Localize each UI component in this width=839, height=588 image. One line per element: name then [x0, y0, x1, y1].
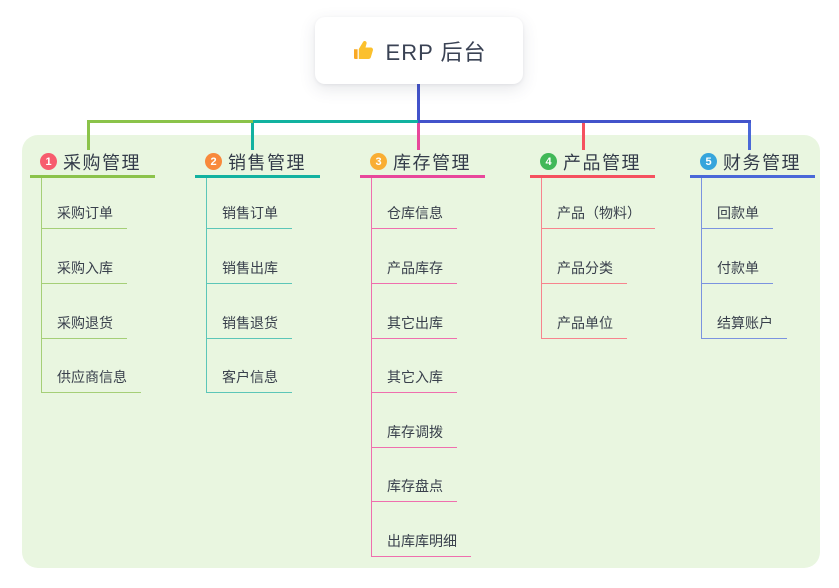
- tree-node-label: 出库库明细: [372, 531, 471, 557]
- tree-node[interactable]: 回款单: [702, 178, 815, 230]
- tree-node[interactable]: 采购入库: [42, 229, 155, 284]
- branch-inventory: 3 库存管理 仓库信息 产品库存 其它出库 其它入库 库存调拨 库存盘点 出库库…: [360, 148, 485, 557]
- tree-node[interactable]: 出库库明细: [372, 502, 485, 557]
- connector-root-stub: [416, 84, 420, 121]
- branch-title-product[interactable]: 4 产品管理: [530, 148, 655, 178]
- tree-node[interactable]: 库存盘点: [372, 448, 485, 503]
- branch-number-badge: 3: [370, 153, 387, 170]
- branch-title-label: 采购管理: [63, 152, 141, 173]
- tree-node-label: 付款单: [702, 258, 773, 284]
- branch-subtree: 采购订单 采购入库 采购退货 供应商信息: [41, 178, 155, 394]
- tree-node[interactable]: 采购订单: [42, 178, 155, 230]
- branch-purchase: 1 采购管理 采购订单 采购入库 采购退货 供应商信息: [30, 148, 155, 394]
- branch-number-badge: 5: [700, 153, 717, 170]
- branch-title-label: 销售管理: [228, 152, 306, 173]
- connector-bar-mid: [252, 120, 418, 123]
- tree-node-label: 产品（物料）: [542, 203, 655, 230]
- branch-number-badge: 1: [40, 153, 57, 170]
- branch-product: 4 产品管理 产品（物料） 产品分类 产品单位: [530, 148, 655, 339]
- branch-title-finance[interactable]: 5 财务管理: [690, 148, 815, 178]
- branch-subtree: 回款单 付款单 结算账户: [701, 178, 815, 339]
- branch-title-label: 库存管理: [393, 152, 471, 173]
- branch-title-label: 产品管理: [563, 152, 641, 173]
- branch-subtree: 产品（物料） 产品分类 产品单位: [541, 178, 655, 339]
- tree-node[interactable]: 库存调拨: [372, 393, 485, 448]
- branch-finance: 5 财务管理 回款单 付款单 结算账户: [690, 148, 815, 339]
- tree-node-label: 其它出库: [372, 313, 457, 339]
- branches-panel: [22, 135, 820, 568]
- tree-node-label: 库存调拨: [372, 422, 457, 448]
- tree-node-label: 销售订单: [207, 203, 292, 230]
- tree-node-label: 供应商信息: [42, 367, 141, 394]
- tree-node[interactable]: 销售订单: [207, 178, 320, 230]
- tree-node-label: 销售退货: [207, 313, 292, 339]
- tree-node-label: 销售出库: [207, 258, 292, 284]
- branch-title-label: 财务管理: [723, 152, 801, 173]
- tree-node-label: 库存盘点: [372, 476, 457, 503]
- tree-node-label: 产品单位: [542, 313, 627, 339]
- tree-node-label: 产品分类: [542, 258, 627, 284]
- connector-bar-right: [418, 120, 751, 123]
- tree-node[interactable]: 产品（物料）: [542, 178, 655, 230]
- thumbs-up-icon: [353, 40, 373, 59]
- tree-node-label: 仓库信息: [372, 203, 457, 230]
- tree-node-label: 采购订单: [42, 203, 127, 230]
- tree-node[interactable]: 仓库信息: [372, 178, 485, 230]
- connector-drop-finance: [747, 123, 751, 150]
- tree-node-label: 产品库存: [372, 258, 457, 284]
- tree-node-label: 采购入库: [42, 258, 127, 284]
- tree-node-label: 其它入库: [372, 367, 457, 394]
- root-node[interactable]: ERP 后台: [315, 17, 523, 84]
- root-label: ERP 后台: [385, 39, 487, 65]
- tree-node[interactable]: 销售退货: [207, 284, 320, 339]
- branch-title-sales[interactable]: 2 销售管理: [195, 148, 320, 178]
- branch-sales: 2 销售管理 销售订单 销售出库 销售退货 客户信息: [195, 148, 320, 394]
- branch-title-inventory[interactable]: 3 库存管理: [360, 148, 485, 178]
- tree-node[interactable]: 供应商信息: [42, 339, 155, 394]
- tree-node-label: 回款单: [702, 203, 773, 230]
- connector-bar-left: [86, 120, 253, 123]
- tree-node[interactable]: 结算账户: [702, 284, 815, 339]
- branch-number-badge: 4: [540, 153, 557, 170]
- tree-node[interactable]: 产品库存: [372, 229, 485, 284]
- connector-drop-product: [581, 123, 585, 150]
- connector-drop-purchase: [86, 123, 90, 150]
- tree-node[interactable]: 其它出库: [372, 284, 485, 339]
- tree-node-label: 结算账户: [702, 313, 787, 339]
- branch-subtree: 仓库信息 产品库存 其它出库 其它入库 库存调拨 库存盘点 出库库明细: [371, 178, 485, 557]
- tree-node[interactable]: 客户信息: [207, 339, 320, 394]
- tree-node[interactable]: 产品分类: [542, 229, 655, 284]
- branch-subtree: 销售订单 销售出库 销售退货 客户信息: [206, 178, 320, 394]
- connector-drop-inventory: [416, 123, 420, 150]
- tree-node[interactable]: 产品单位: [542, 284, 655, 339]
- tree-node[interactable]: 采购退货: [42, 284, 155, 339]
- branch-number-badge: 2: [205, 153, 222, 170]
- tree-node[interactable]: 其它入库: [372, 339, 485, 394]
- connector-drop-sales: [251, 123, 254, 150]
- tree-node[interactable]: 付款单: [702, 229, 815, 284]
- tree-node-label: 客户信息: [207, 367, 292, 394]
- tree-node-label: 采购退货: [42, 313, 127, 339]
- tree-node[interactable]: 销售出库: [207, 229, 320, 284]
- branch-title-purchase[interactable]: 1 采购管理: [30, 148, 155, 178]
